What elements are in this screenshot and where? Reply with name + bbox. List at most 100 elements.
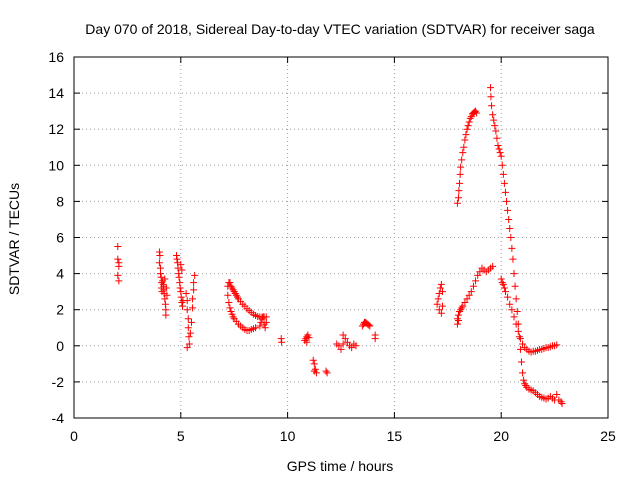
data-point [178,298,186,306]
data-point [520,376,528,384]
data-point [454,317,462,325]
data-point [189,304,197,312]
data-point [233,293,241,301]
data-point [258,315,266,323]
data-point [497,152,505,160]
data-point [115,277,123,285]
data-point [505,215,513,223]
data-point [434,295,442,303]
data-point [489,111,497,119]
data-point [183,344,191,352]
data-point [433,300,441,308]
data-point [366,322,374,330]
data-point [156,252,164,260]
data-point [508,244,516,252]
data-point [500,179,508,187]
data-point [473,109,481,117]
data-point [229,313,237,321]
data-point [510,313,518,321]
data-point [463,295,471,303]
data-point [487,84,495,92]
data-point [348,344,356,352]
data-point [162,284,170,292]
data-point [460,143,468,151]
data-point [322,367,330,375]
data-point [458,304,466,312]
data-point [476,268,484,276]
data-point [343,338,351,346]
data-point [512,295,520,303]
data-point [115,262,123,270]
x-axis-label: GPS time / hours [287,458,394,474]
data-point [516,335,524,343]
data-point [437,280,445,288]
data-point [456,308,464,316]
data-point [459,302,467,310]
x-tick-label: 5 [177,428,185,444]
data-point [303,338,311,346]
data-point [226,304,234,312]
data-point [175,273,183,281]
data-point [519,369,527,377]
data-point [465,118,473,126]
data-point [189,295,197,303]
data-point [178,266,186,274]
data-point [457,163,465,171]
data-point [228,284,236,292]
data-point [185,333,193,341]
data-point [261,324,269,332]
data-point [352,342,360,350]
data-point [155,259,163,267]
data-point [184,315,192,323]
y-tick-label: 16 [48,49,64,65]
y-tick-label: -4 [52,410,65,426]
data-point [310,360,318,368]
data-point [558,400,566,408]
data-point [511,282,519,290]
data-point [457,306,465,314]
axis-ticks: 0 5 10 15 20 25 -4 -2 0 2 4 6 8 10 12 14 16 [48,49,616,444]
data-point [497,275,505,283]
data-point [489,262,497,270]
data-point [262,318,270,326]
data-point [456,179,464,187]
data-point [495,145,503,153]
data-point [515,333,523,341]
data-point [494,141,502,149]
data-point [461,298,469,306]
data-point [177,293,185,301]
data-point [507,234,515,241]
x-tick-label: 25 [600,428,616,444]
data-point [191,271,199,279]
data-point [311,365,319,373]
data-point [173,255,181,263]
data-point [499,170,507,178]
data-point [186,329,194,337]
y-axis-label: SDTVAR / TECUs [6,183,22,295]
data-point [371,335,379,343]
data-point [464,122,472,130]
data-point [335,342,343,350]
data-point [474,271,482,279]
data-point [463,125,471,133]
data-point [252,324,260,332]
data-point [503,197,511,205]
data-point [161,275,169,283]
data-point [487,93,495,101]
data-point [176,284,184,292]
data-point [323,369,331,377]
data-point [309,356,317,364]
data-point [508,306,516,314]
data-point [512,320,520,328]
data-point [453,320,461,328]
data-point [278,338,286,346]
data-point [436,284,444,292]
data-point [365,321,373,329]
x-tick-label: 10 [280,428,296,444]
data-point [162,311,170,319]
data-point [161,295,169,303]
y-tick-label: -2 [52,374,65,390]
data-point [177,261,185,269]
data-point [501,188,509,196]
